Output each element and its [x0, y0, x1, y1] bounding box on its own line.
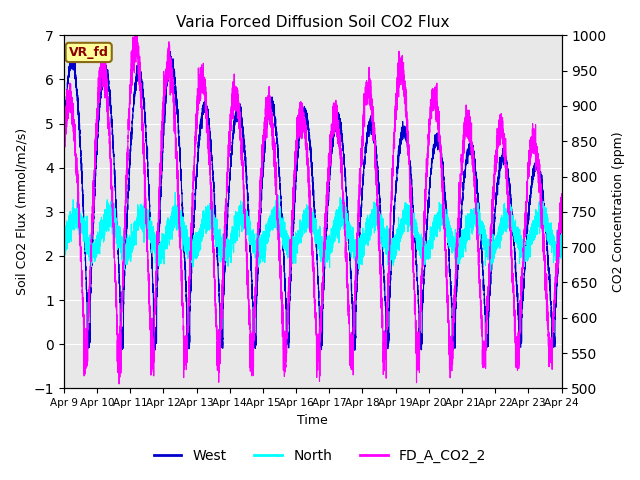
West — [438, 156, 445, 162]
FD_A_CO2_2 — [229, 79, 237, 84]
FD_A_CO2_2 — [531, 136, 538, 142]
FD_A_CO2_2 — [296, 107, 303, 113]
North — [296, 239, 303, 245]
North — [424, 243, 431, 249]
North — [537, 220, 545, 226]
West — [537, 180, 545, 185]
Text: VR_fd: VR_fd — [68, 46, 109, 59]
Title: Varia Forced Diffusion Soil CO2 Flux: Varia Forced Diffusion Soil CO2 Flux — [176, 15, 449, 30]
North — [557, 235, 565, 240]
West — [296, 133, 303, 139]
FD_A_CO2_2 — [557, 191, 565, 196]
FD_A_CO2_2 — [115, 381, 123, 387]
Line: West: West — [64, 48, 561, 350]
North — [438, 209, 445, 215]
West — [60, 142, 68, 148]
Line: FD_A_CO2_2: FD_A_CO2_2 — [64, 20, 561, 384]
FD_A_CO2_2 — [438, 161, 445, 167]
West — [68, 46, 76, 51]
Line: North: North — [64, 192, 561, 271]
Y-axis label: CO2 Concentration (ppm): CO2 Concentration (ppm) — [612, 132, 625, 292]
Legend: West, North, FD_A_CO2_2: West, North, FD_A_CO2_2 — [148, 443, 492, 468]
North — [531, 226, 538, 231]
North — [487, 268, 495, 274]
FD_A_CO2_2 — [132, 17, 140, 23]
West — [557, 214, 565, 219]
North — [60, 244, 68, 250]
North — [172, 190, 179, 195]
FD_A_CO2_2 — [424, 152, 431, 158]
X-axis label: Time: Time — [298, 414, 328, 427]
FD_A_CO2_2 — [60, 148, 68, 154]
Y-axis label: Soil CO2 Flux (mmol/m2/s): Soil CO2 Flux (mmol/m2/s) — [15, 128, 28, 295]
West — [229, 136, 237, 142]
West — [531, 161, 538, 167]
North — [229, 236, 237, 241]
West — [424, 206, 431, 212]
West — [350, 348, 358, 353]
FD_A_CO2_2 — [537, 191, 545, 197]
